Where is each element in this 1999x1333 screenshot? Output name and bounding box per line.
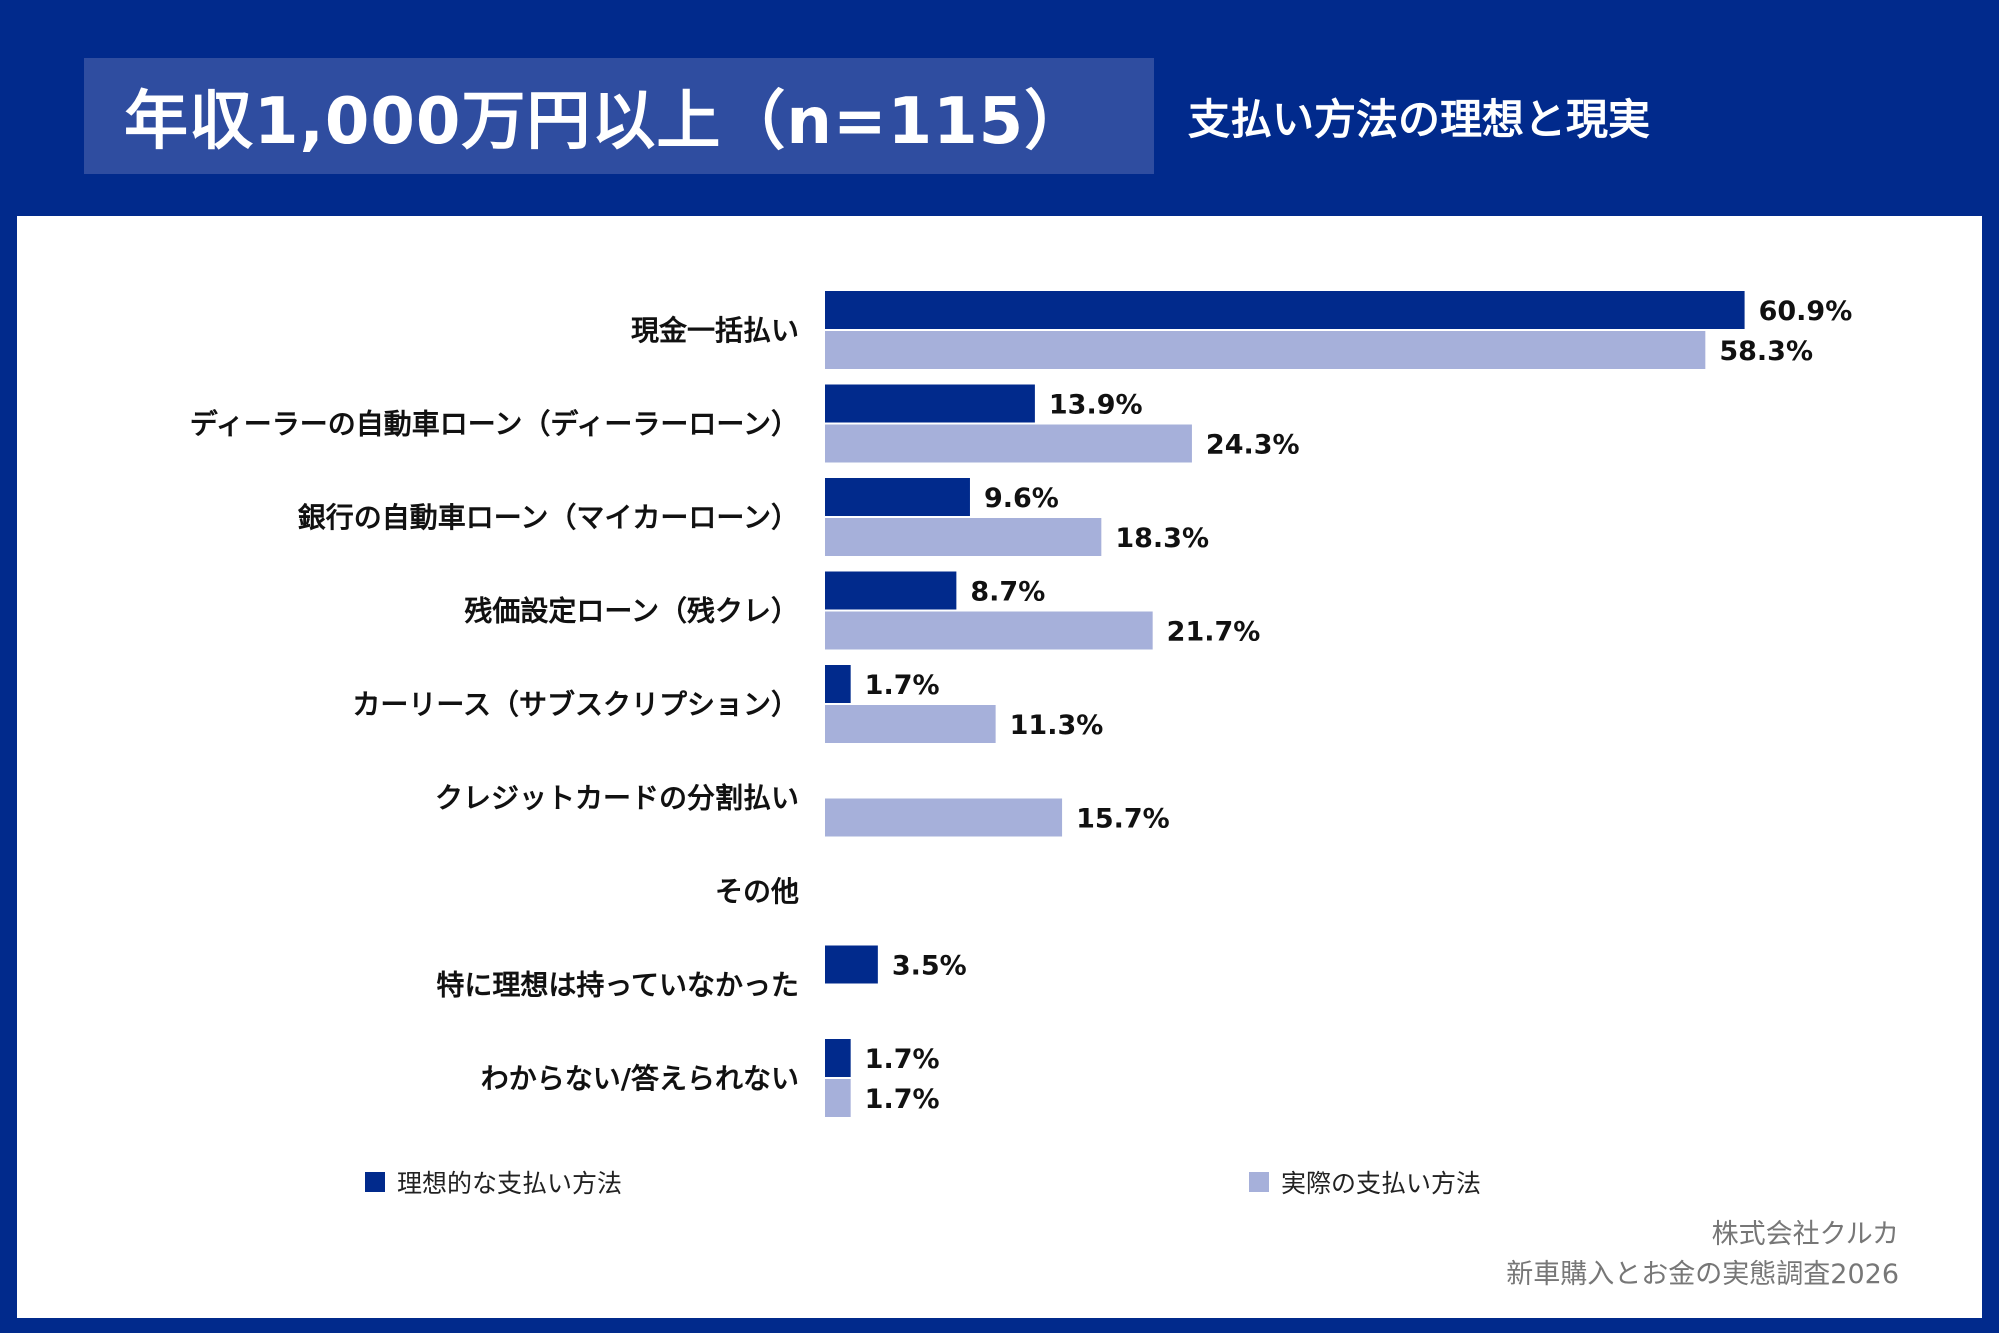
title-box: 年収1,000万円以上（n=115） (84, 58, 1154, 174)
bar-ideal (825, 478, 970, 516)
legend-item-ideal: 理想的な支払い方法 (365, 1164, 622, 1200)
value-label-ideal: 13.9% (1049, 390, 1143, 421)
bar-chart: 現金一括払い 60.9% 58.3% ディーラーの自動車ローン（ディーラーローン） 13… (190, 291, 1853, 1117)
credit-survey: 新車購入とお金の実態調査2026 (1506, 1259, 1899, 1290)
bar-actual (825, 705, 996, 743)
category-label: 銀行の自動車ローン（マイカーローン） (298, 501, 799, 534)
category-label: その他 (715, 875, 799, 908)
legend-swatch-actual (1249, 1172, 1269, 1192)
bar-actual (825, 331, 1706, 369)
value-label-actual: 21.7% (1167, 617, 1261, 648)
value-label-actual: 18.3% (1115, 523, 1209, 554)
value-label-ideal: 9.6% (984, 483, 1059, 514)
category-label: ディーラーの自動車ローン（ディーラーローン） (190, 408, 799, 441)
legend-item-actual: 実際の支払い方法 (1249, 1164, 1481, 1200)
bar-ideal (825, 1039, 851, 1077)
bar-ideal (825, 945, 878, 984)
bar-actual (825, 518, 1102, 556)
value-label-actual: 58.3% (1719, 336, 1813, 367)
legend-label-ideal: 理想的な支払い方法 (397, 1169, 623, 1198)
chart-subtitle: 支払い方法の理想と現実 (1188, 95, 1651, 144)
bar-actual (825, 424, 1192, 463)
bar-actual (825, 798, 1063, 837)
category-label: 特に理想は持っていなかった (436, 969, 799, 1002)
category-label: わからない/答えられない (481, 1062, 799, 1095)
value-label-actual: 11.3% (1010, 710, 1104, 741)
value-label-actual: 24.3% (1206, 430, 1300, 461)
category-label: 残価設定ローン（残クレ） (464, 595, 799, 628)
legend-swatch-ideal (365, 1172, 385, 1192)
bar-ideal (825, 665, 851, 703)
bar-actual (825, 1079, 851, 1117)
bar-actual (825, 611, 1153, 650)
value-label-ideal: 8.7% (970, 577, 1045, 608)
value-label-ideal: 3.5% (892, 951, 967, 982)
value-label-ideal: 1.7% (865, 670, 940, 701)
chart-panel: 現金一括払い 60.9% 58.3% ディーラーの自動車ローン（ディーラーローン） 13… (17, 216, 1982, 1318)
value-label-ideal: 1.7% (865, 1044, 940, 1075)
category-label: カーリース（サブスクリプション） (352, 688, 799, 721)
page-title: 年収1,000万円以上（n=115） (124, 85, 1090, 159)
bar-ideal (825, 291, 1745, 329)
value-label-ideal: 60.9% (1759, 296, 1853, 327)
value-label-actual: 15.7% (1076, 804, 1170, 835)
value-label-actual: 1.7% (865, 1084, 940, 1115)
bar-ideal (825, 571, 957, 610)
bar-ideal (825, 384, 1035, 423)
credit-company: 株式会社クルカ (1711, 1219, 1899, 1250)
legend-label-actual: 実際の支払い方法 (1281, 1169, 1482, 1198)
category-label: クレジットカードの分割払い (435, 782, 799, 815)
category-label: 現金一括払い (631, 314, 799, 347)
